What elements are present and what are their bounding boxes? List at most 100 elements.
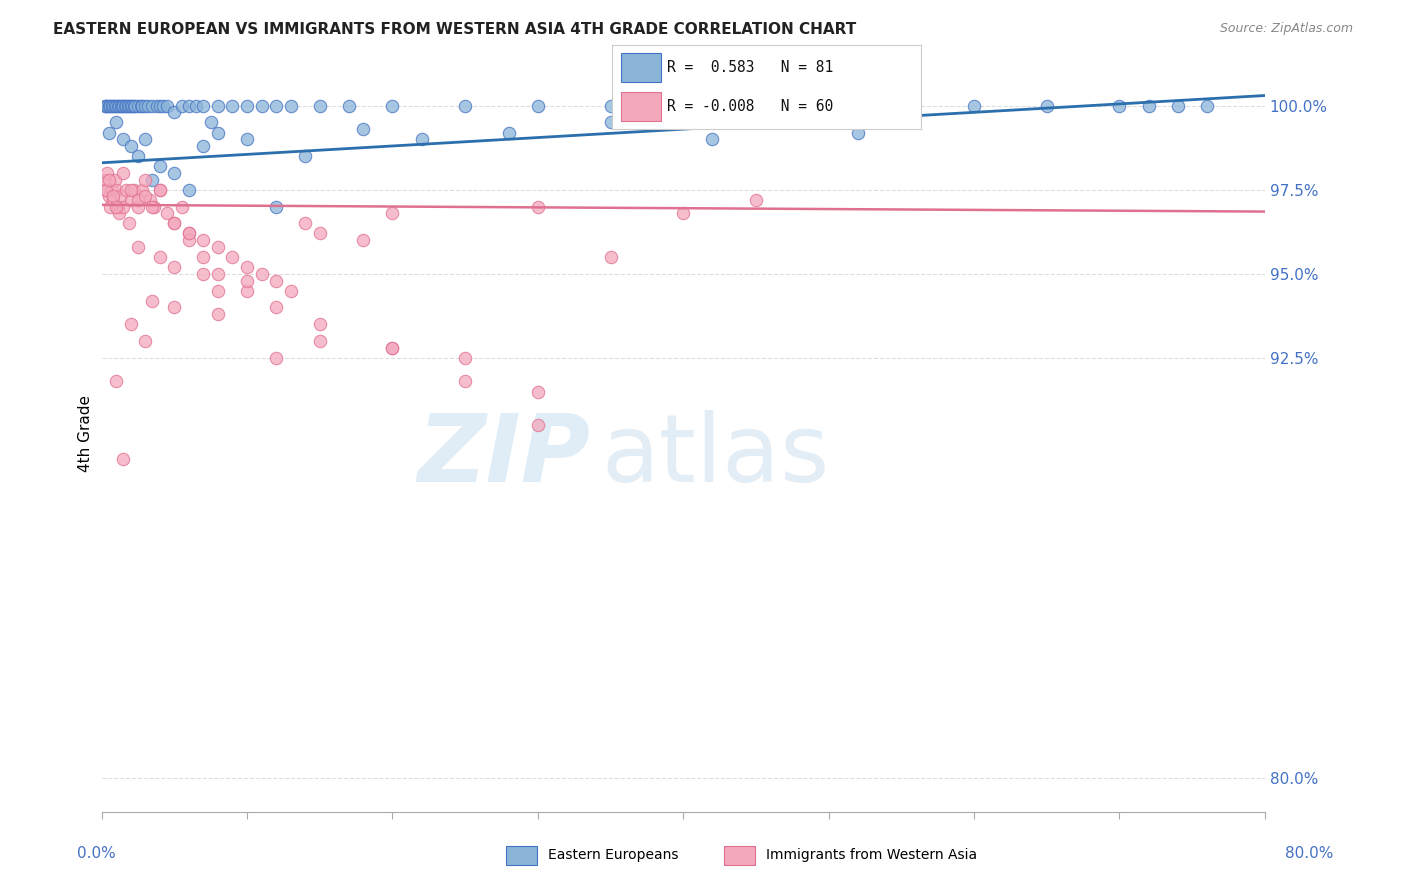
Point <box>129 98 152 112</box>
Point <box>454 351 477 365</box>
Point <box>193 98 215 112</box>
Point <box>103 193 125 207</box>
Point <box>149 159 172 173</box>
Point <box>193 233 215 247</box>
Point <box>294 216 316 230</box>
Point <box>599 115 621 129</box>
Point <box>193 139 215 153</box>
Point <box>308 98 330 112</box>
Point <box>149 183 172 197</box>
Point <box>264 200 287 214</box>
Point <box>93 172 115 186</box>
Point <box>115 98 138 112</box>
Point <box>96 166 118 180</box>
Point <box>94 98 117 112</box>
Point <box>381 341 404 355</box>
Point <box>131 183 153 197</box>
Point <box>207 267 229 281</box>
Point <box>308 334 330 348</box>
Point <box>1195 98 1218 112</box>
Point <box>337 98 360 112</box>
Point <box>207 98 229 112</box>
Point <box>193 250 215 264</box>
Point <box>236 132 259 146</box>
Point <box>141 200 163 214</box>
Point <box>527 200 550 214</box>
Point <box>127 149 149 163</box>
Point <box>454 375 477 389</box>
Point <box>152 98 174 112</box>
Point <box>184 98 207 112</box>
Point <box>93 98 115 112</box>
Point <box>121 98 143 112</box>
Point <box>177 227 200 241</box>
Point <box>105 115 128 129</box>
Text: Source: ZipAtlas.com: Source: ZipAtlas.com <box>1219 22 1353 36</box>
Point <box>127 200 149 214</box>
Point <box>963 98 986 112</box>
Point <box>134 98 156 112</box>
Point <box>527 98 550 112</box>
Point <box>163 216 186 230</box>
Point <box>308 227 330 241</box>
Point <box>163 301 186 315</box>
Point <box>280 284 302 298</box>
Point <box>672 98 695 112</box>
Point <box>134 334 156 348</box>
Point <box>98 200 121 214</box>
Point <box>236 98 259 112</box>
Point <box>352 122 374 136</box>
Point <box>236 274 259 288</box>
Point <box>163 260 186 274</box>
Point <box>527 384 550 399</box>
Point <box>134 189 156 203</box>
Point <box>120 139 142 153</box>
Y-axis label: 4th Grade: 4th Grade <box>79 395 93 472</box>
Point <box>111 98 134 112</box>
Point <box>101 98 124 112</box>
Point <box>127 98 149 112</box>
Point <box>236 260 259 274</box>
Point <box>308 318 330 332</box>
Point <box>124 98 146 112</box>
Point <box>105 98 128 112</box>
Point <box>138 193 160 207</box>
Point <box>120 318 142 332</box>
Point <box>117 98 139 112</box>
Point <box>105 183 128 197</box>
Point <box>136 98 159 112</box>
Point <box>156 98 179 112</box>
Point <box>1108 98 1130 112</box>
Point <box>103 189 125 203</box>
Point <box>104 172 127 186</box>
Point <box>105 200 128 214</box>
Point <box>177 183 200 197</box>
Text: 0.0%: 0.0% <box>77 846 117 861</box>
Point <box>94 183 117 197</box>
Point <box>177 227 200 241</box>
Point <box>120 193 142 207</box>
Text: R =  0.583   N = 81: R = 0.583 N = 81 <box>668 60 834 75</box>
Text: R = -0.008   N = 60: R = -0.008 N = 60 <box>668 99 834 114</box>
Point <box>112 98 135 112</box>
Point <box>149 98 172 112</box>
Point <box>105 375 128 389</box>
Text: Eastern Europeans: Eastern Europeans <box>548 848 679 863</box>
Point <box>127 240 149 254</box>
Point <box>110 98 132 112</box>
Point <box>96 98 118 112</box>
Point <box>101 183 124 197</box>
Point <box>221 98 243 112</box>
Point <box>134 132 156 146</box>
Point <box>264 301 287 315</box>
Point <box>672 206 695 220</box>
Point <box>454 98 477 112</box>
Point <box>236 284 259 298</box>
Point <box>280 98 302 112</box>
Point <box>122 183 145 197</box>
Point <box>381 206 404 220</box>
Point <box>207 307 229 321</box>
Point <box>98 98 121 112</box>
Point <box>207 240 229 254</box>
Point <box>846 126 869 140</box>
